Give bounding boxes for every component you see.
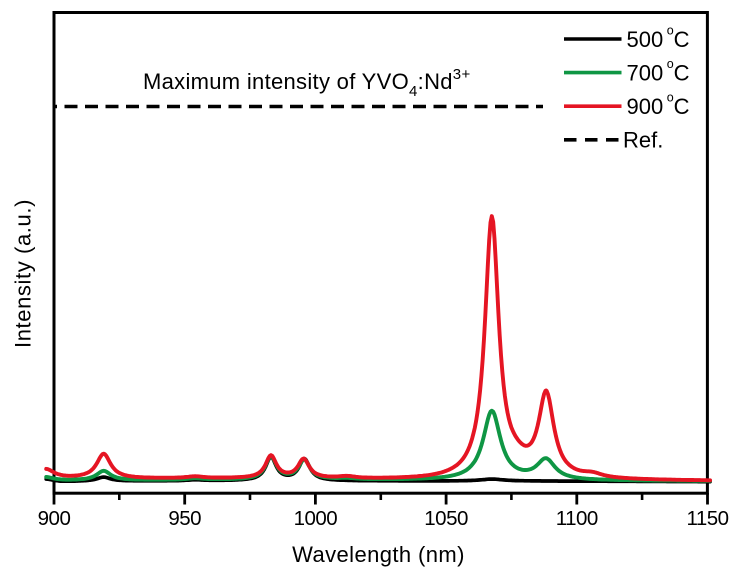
svg-text:1100: 1100 [556, 507, 598, 530]
svg-text:Ref.: Ref. [623, 128, 663, 153]
svg-text:900: 900 [38, 507, 71, 530]
svg-text:1000: 1000 [294, 507, 338, 530]
svg-text:1150: 1150 [686, 507, 728, 530]
svg-text:Wavelength (nm): Wavelength (nm) [292, 542, 465, 567]
svg-text:Intensity (a.u.): Intensity (a.u.) [11, 199, 36, 348]
svg-text:950: 950 [168, 507, 201, 530]
svg-text:1050: 1050 [424, 507, 468, 530]
